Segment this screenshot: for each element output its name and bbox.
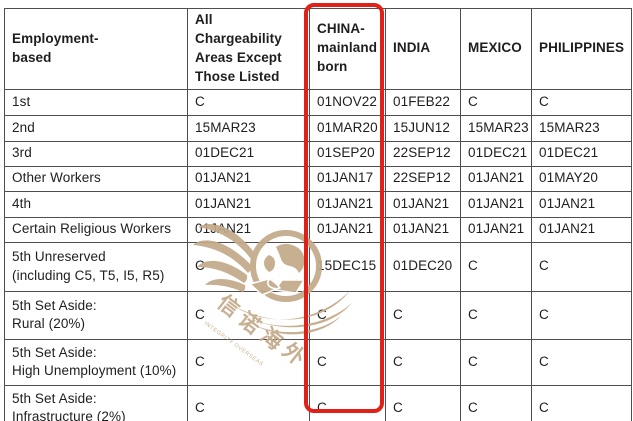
row-label: 5th Set Aside: High Unemployment (10%) [4,338,188,386]
date-cell: C [309,338,386,386]
date-cell: C [531,88,632,116]
date-cell: 15JUN12 [385,114,461,142]
date-cell: 01JAN21 [460,165,532,192]
date-cell: C [385,290,461,340]
row-label: 2nd [4,114,188,142]
date-cell: 01MAR20 [309,114,386,142]
date-cell: C [531,290,632,340]
row-label: Certain Religious Workers [4,216,188,243]
date-cell: 01JAN21 [309,190,386,218]
visa-bulletin-table: Employment- based All Chargeability Area… [4,8,632,421]
date-cell: 01FEB22 [385,88,461,116]
date-cell: 01JAN21 [187,165,310,192]
col-header-mexico: MEXICO [460,8,532,90]
row-label: 4th [4,190,188,218]
date-cell: 22SEP12 [385,165,461,192]
row-label: 5th Set Aside: Infrastructure (2%) [4,384,188,421]
row-label: 5th Set Aside: Rural (20%) [4,290,188,340]
date-cell: 22SEP12 [385,140,461,167]
table-row: 3rd 01DEC21 01SEP20 22SEP12 01DEC21 01DE… [4,140,632,167]
date-cell: 01JAN21 [187,190,310,218]
date-cell: C [460,384,532,421]
date-cell: C [187,241,310,292]
table-row: 5th Set Aside: Rural (20%) C C C C C [4,290,632,340]
date-cell: 01DEC21 [460,140,532,167]
date-cell: 01MAY20 [531,165,632,192]
date-cell: 01JAN21 [460,190,532,218]
table-row: 5th Unreserved (including C5, T5, I5, R5… [4,241,632,292]
table-row: Certain Religious Workers 01JAN21 01JAN2… [4,216,632,243]
date-cell: 01NOV22 [309,88,386,116]
date-cell: 01JAN21 [385,216,461,243]
date-cell: 01DEC21 [187,140,310,167]
col-header-india: INDIA [385,8,461,90]
date-cell: 15MAR23 [460,114,532,142]
col-header-philippines: PHILIPPINES [531,8,632,90]
date-cell: 01JAN21 [531,190,632,218]
table-row: 2nd 15MAR23 01MAR20 15JUN12 15MAR23 15MA… [4,114,632,142]
date-cell: 15MAR23 [531,114,632,142]
date-cell: 01SEP20 [309,140,386,167]
row-label: 1st [4,88,188,116]
date-cell: C [187,290,310,340]
date-cell: 01JAN21 [187,216,310,243]
col-header-employment-based: Employment- based [4,8,188,90]
date-cell: C [309,384,386,421]
date-cell: C [385,384,461,421]
table-row: 5th Set Aside: Infrastructure (2%) C C C… [4,384,632,421]
date-cell: 01DEC20 [385,241,461,292]
row-label: 3rd [4,140,188,167]
date-cell: C [385,338,461,386]
date-cell: C [187,384,310,421]
date-cell: C [531,241,632,292]
table-row: Other Workers 01JAN21 01JAN17 22SEP12 01… [4,165,632,192]
row-label: 5th Unreserved (including C5, T5, I5, R5… [4,241,188,292]
date-cell: C [187,338,310,386]
row-label: Other Workers [4,165,188,192]
table-row: 5th Set Aside: High Unemployment (10%) C… [4,338,632,386]
date-cell: C [460,88,532,116]
date-cell: 01DEC21 [531,140,632,167]
table-row: 1st C 01NOV22 01FEB22 C C [4,88,632,116]
col-header-all-chargeability: All Chargeability Areas Except Those Lis… [187,8,310,90]
date-cell: C [531,338,632,386]
date-cell: 01JAN21 [460,216,532,243]
date-cell: C [531,384,632,421]
date-cell: C [460,241,532,292]
date-cell: 15DEC15 [309,241,386,292]
date-cell: 01JAN21 [309,216,386,243]
date-cell: 01JAN21 [385,190,461,218]
date-cell: C [460,338,532,386]
col-header-china: CHINA- mainland born [309,8,386,90]
table-row: 4th 01JAN21 01JAN21 01JAN21 01JAN21 01JA… [4,190,632,218]
date-cell: 01JAN21 [531,216,632,243]
date-cell: 01JAN17 [309,165,386,192]
date-cell: 15MAR23 [187,114,310,142]
header-row: Employment- based All Chargeability Area… [4,8,632,90]
date-cell: C [187,88,310,116]
date-cell: C [460,290,532,340]
date-cell: C [309,290,386,340]
